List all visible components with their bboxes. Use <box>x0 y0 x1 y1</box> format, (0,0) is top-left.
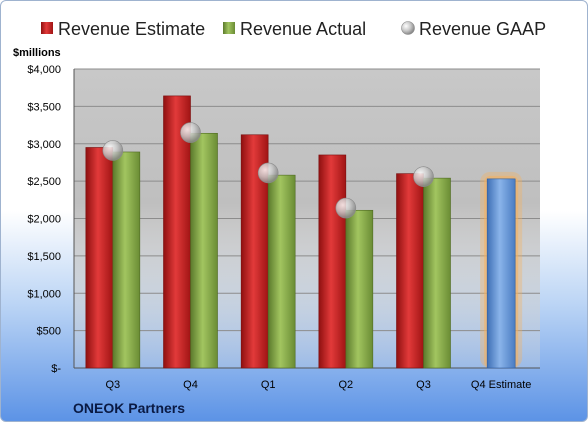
x-tick-label: Q3 <box>105 379 120 391</box>
legend-swatch <box>41 22 53 34</box>
x-tick-label: Q4 <box>183 379 198 391</box>
legend: Revenue Estimate Revenue Actual Revenue GA… <box>41 19 546 39</box>
x-tick-label: Q3 <box>416 379 431 391</box>
estimate-bar <box>85 147 114 369</box>
y-tick-label: $1,000 <box>27 288 61 300</box>
y-tick-label: $2,000 <box>27 214 61 226</box>
legend-label: Revenue Estimate <box>58 19 205 39</box>
bars <box>85 95 523 369</box>
y-tick-label: $3,000 <box>27 139 61 151</box>
actual-bar <box>190 132 218 369</box>
legend-swatch-gaap <box>401 21 415 35</box>
q4-estimate-bar <box>486 178 516 369</box>
x-tick-label: Q2 <box>338 379 353 391</box>
gaap-marker <box>180 122 201 143</box>
gaap-markers <box>102 122 434 219</box>
x-axis: Q3 Q4 Q1 Q2 Q3 Q4 Estimate <box>105 379 531 391</box>
actual-bar <box>267 174 296 369</box>
y-tick-label: $2,500 <box>27 176 61 188</box>
y-tick-label: $4,000 <box>27 64 61 76</box>
y-tick-label: $- <box>51 363 61 375</box>
gaap-marker <box>335 197 357 219</box>
company-name: ONEOK Partners <box>73 400 185 416</box>
gaap-marker <box>102 140 124 161</box>
unit-label: $millions <box>13 47 61 59</box>
estimate-bar <box>396 173 424 369</box>
estimate-bar <box>318 154 347 369</box>
gaap-marker <box>413 166 434 187</box>
y-tick-label: $500 <box>37 326 61 338</box>
x-tick-label: Q1 <box>261 379 276 391</box>
y-tick-label: $1,500 <box>27 251 61 263</box>
x-tick-label: Q4 Estimate <box>471 379 532 391</box>
legend-label: Revenue Actual <box>240 19 366 39</box>
actual-bar <box>112 151 141 369</box>
actual-bar <box>423 177 451 369</box>
y-tick-label: $3,500 <box>27 101 61 113</box>
gaap-marker <box>257 162 279 184</box>
y-axis: $- $500 $1,000 $1,500 $2,000 $2,500 $3,000 $3,5… <box>27 64 540 375</box>
actual-bar <box>345 209 374 369</box>
legend-swatch <box>223 22 235 34</box>
legend-label: Revenue GAAP <box>419 19 546 39</box>
